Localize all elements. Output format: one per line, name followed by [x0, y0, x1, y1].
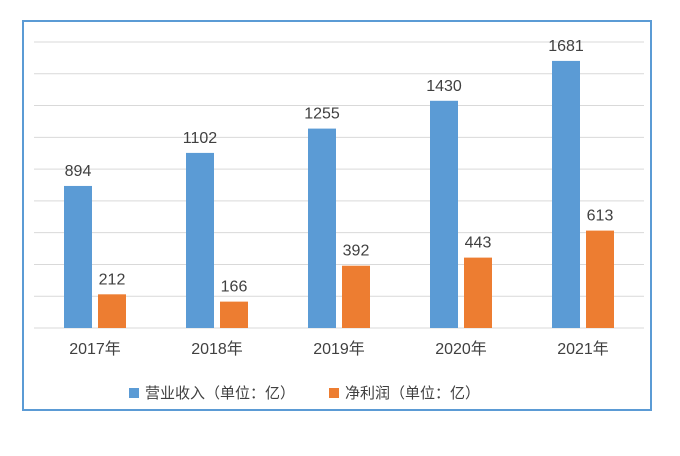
data-label-revenue-2: 1255 [304, 106, 340, 123]
chart-frame: 894 212 1102 166 1255 392 1430 443 1681 613 2017年… [22, 20, 652, 411]
bar-net-profit-0 [98, 294, 126, 328]
bar-net-profit-4 [586, 230, 614, 328]
bars [64, 60, 614, 329]
x-tick-label: 2019年 [313, 340, 365, 358]
gridlines [34, 41, 644, 329]
x-axis-ticks: 2017年 2018年 2019年 2020年 2021年 [69, 340, 609, 358]
data-label-net-profit-4: 613 [587, 208, 614, 225]
x-tick-label: 2020年 [435, 340, 487, 358]
data-labels: 894 212 1102 166 1255 392 1430 443 1681 613 [65, 38, 614, 296]
data-label-net-profit-2: 392 [343, 243, 370, 260]
data-label-revenue-4: 1681 [548, 38, 584, 55]
legend-swatch-net-profit [329, 388, 339, 398]
data-label-net-profit-1: 166 [221, 279, 248, 296]
bar-revenue-4 [552, 60, 580, 328]
data-label-revenue-1: 1102 [183, 130, 218, 147]
bar-net-profit-1 [220, 301, 248, 328]
data-label-revenue-3: 1430 [426, 78, 462, 95]
bar-chart: 894 212 1102 166 1255 392 1430 443 1681 613 2017年… [34, 38, 644, 402]
bar-revenue-3 [430, 100, 458, 329]
legend: 营业收入（单位：亿） 净利润（单位：亿） [129, 385, 480, 402]
x-tick-label: 2018年 [191, 340, 243, 358]
legend-label-revenue: 营业收入（单位：亿） [145, 385, 295, 402]
data-label-net-profit-3: 443 [465, 235, 492, 252]
bar-net-profit-2 [342, 265, 370, 328]
bar-revenue-0 [64, 185, 92, 328]
legend-label-net-profit: 净利润（单位：亿） [345, 385, 480, 402]
legend-swatch-revenue [129, 388, 139, 398]
data-label-net-profit-0: 212 [99, 271, 126, 288]
bar-revenue-2 [308, 128, 336, 328]
data-label-revenue-0: 894 [65, 163, 92, 180]
bar-revenue-1 [186, 152, 214, 328]
x-tick-label: 2017年 [69, 340, 121, 358]
x-tick-label: 2021年 [557, 340, 609, 358]
bar-net-profit-3 [464, 257, 492, 328]
